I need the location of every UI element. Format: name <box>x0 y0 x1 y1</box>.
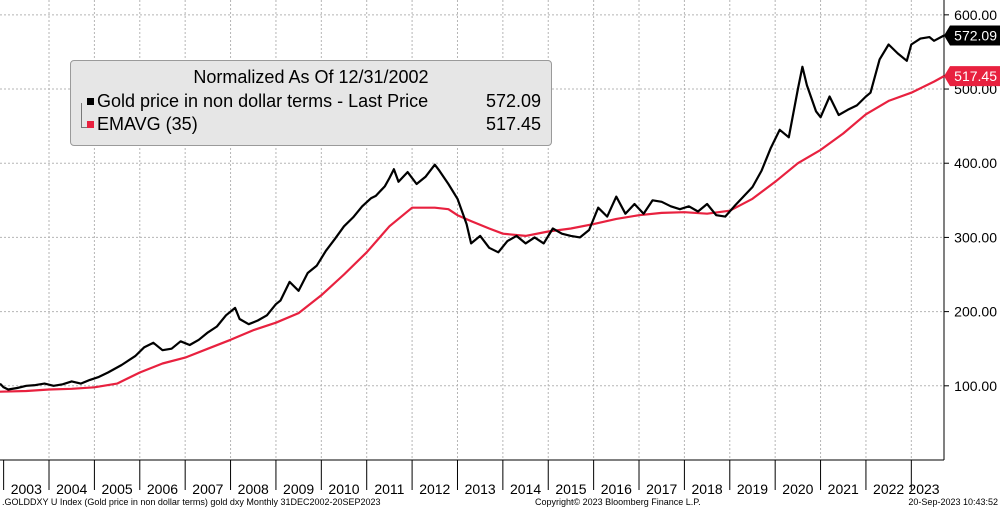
chart-title: Normalized As Of 12/31/2002 <box>193 67 429 87</box>
footer-copyright: Copyright© 2023 Bloomberg Finance L.P. <box>535 497 701 507</box>
series-ema-line <box>0 75 945 393</box>
x-tick-label: 2011 <box>374 481 404 497</box>
x-tick-label: 2010 <box>328 481 359 497</box>
x-tick-label: 2012 <box>419 481 450 497</box>
y-tick-label: 200.00 <box>954 304 997 320</box>
x-tick-label: 2022 <box>873 481 904 497</box>
x-tick-label: 2008 <box>238 481 269 497</box>
legend-item-gold: Gold price in non dollar terms - Last Pr… <box>79 91 541 128</box>
y-tick-label: 100.00 <box>954 378 997 394</box>
x-tick-label: 2003 <box>11 481 42 497</box>
legend-label-gold: Gold price in non dollar terms - Last Pr… <box>97 91 429 111</box>
y-tick-label: 600.00 <box>954 7 997 23</box>
legend-value-gold: 572.09 <box>485 91 541 111</box>
legend-value-ema: 517.45 <box>485 114 541 134</box>
x-tick-label: 2021 <box>828 481 859 497</box>
legend-connector <box>81 103 88 128</box>
footer-source: .GOLDDXY U Index (Gold price in non doll… <box>2 497 381 507</box>
x-tick-label: 2019 <box>737 481 768 497</box>
x-tick-label: 2004 <box>56 481 87 497</box>
x-tick-label: 2017 <box>646 481 677 497</box>
x-tick-label: 2013 <box>465 481 496 497</box>
x-tick-label: 2023 <box>908 481 939 497</box>
x-tick-label: 2018 <box>692 481 723 497</box>
x-tick-label: 2007 <box>192 481 223 497</box>
series-gold-price-line <box>0 34 945 391</box>
legend-swatch-gold <box>87 98 94 105</box>
x-tick-label: 2016 <box>601 481 632 497</box>
legend-swatch-ema <box>87 121 94 128</box>
x-tick-label: 2005 <box>102 481 133 497</box>
x-axis-ticks: 2003 2004 2005 2006 2007 2008 2009 2010 2011 2012… <box>3 460 940 497</box>
series-layer <box>0 34 945 393</box>
last-value-text: 572.09 <box>954 28 997 44</box>
x-tick-label: 2014 <box>510 481 541 497</box>
footer-timestamp: 20-Sep-2023 10:43:52 <box>908 497 998 507</box>
legend-label-ema: EMAVG (35) <box>97 114 198 134</box>
x-tick-label: 2006 <box>147 481 178 497</box>
last-value-text: 517.45 <box>954 68 997 84</box>
y-tick-label: 400.00 <box>954 155 997 171</box>
last-value-labels: 572.09 517.45 <box>944 25 1000 87</box>
x-tick-label: 2015 <box>555 481 586 497</box>
legend-item-ema: EMAVG (35) 517.45 <box>79 114 541 136</box>
last-value-tag-gold: 572.09 <box>944 25 1000 46</box>
legend: Normalized As Of 12/31/2002 Gold price i… <box>70 60 552 146</box>
last-value-tag-ema: 517.45 <box>944 66 1000 87</box>
x-tick-label: 2009 <box>283 481 314 497</box>
y-tick-label: 300.00 <box>954 229 997 245</box>
x-tick-label: 2020 <box>782 481 813 497</box>
